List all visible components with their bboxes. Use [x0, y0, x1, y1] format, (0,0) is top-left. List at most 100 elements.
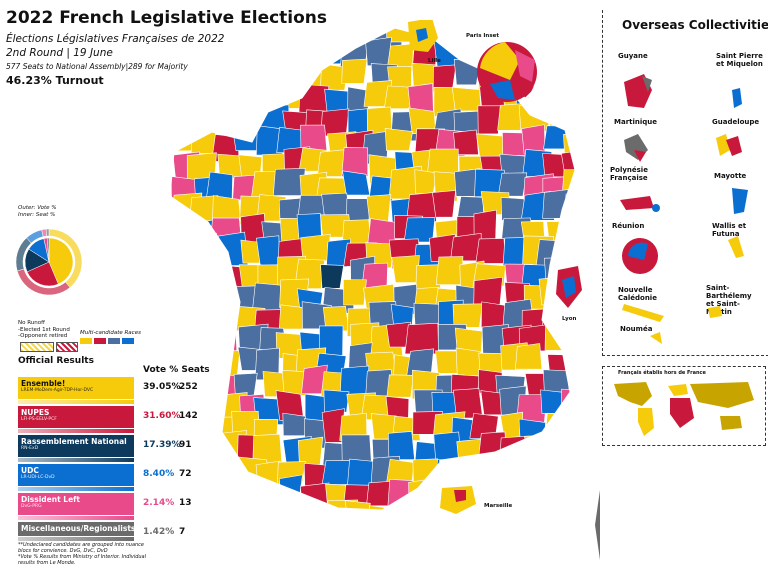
constituency [544, 412, 575, 441]
constituency [170, 499, 199, 510]
party-scale-bar [18, 400, 134, 404]
donut-vote-slice [45, 228, 50, 237]
constituency [171, 476, 206, 509]
constituency [481, 301, 506, 329]
constituency [540, 81, 570, 111]
france-map [170, 20, 600, 560]
abroad-panel [602, 366, 766, 446]
constituency [170, 260, 197, 286]
constituency [233, 28, 261, 51]
constituency [282, 412, 308, 436]
overseas-shapes [620, 74, 748, 344]
overseas-panel [602, 10, 768, 356]
constituency [239, 84, 268, 111]
constituency [232, 482, 261, 510]
donut-inner-label: Inner: Seat % [18, 212, 56, 218]
constituency [343, 279, 367, 306]
overseas-title: Overseas Collectivities [622, 18, 768, 32]
party-vote-pct: 39.05% [143, 382, 181, 392]
constituency [384, 128, 414, 151]
constituency [432, 190, 456, 218]
constituency [240, 39, 274, 70]
constituency [342, 170, 371, 196]
constituency [188, 103, 214, 130]
constituency [275, 38, 311, 70]
constituency [185, 481, 219, 509]
constituency [215, 455, 243, 479]
constituency [386, 374, 414, 398]
constituency [435, 28, 467, 45]
official-results-heading: Official Results [18, 356, 94, 366]
constituency [567, 372, 575, 400]
constituency [502, 452, 527, 485]
constituency [231, 507, 265, 510]
constituency [190, 395, 219, 425]
elected-first-label: -Elected 1st Round [18, 326, 70, 333]
constituency [477, 105, 501, 135]
overseas-territory-label: Saint Pierre et Miquelon [716, 52, 763, 68]
constituency [205, 171, 233, 200]
constituency [192, 28, 218, 48]
constituency [414, 169, 438, 194]
constituency [196, 455, 221, 487]
page-title: 2022 French Legislative Elections [6, 8, 328, 28]
constituency [208, 104, 241, 131]
party-row: Rassemblement National RN-ExD [18, 435, 134, 457]
party-name: Rassemblement National [21, 437, 127, 446]
constituency [215, 480, 246, 507]
overseas-territory-label: Martinique [614, 118, 658, 126]
constituency [213, 81, 242, 105]
constituency [521, 124, 546, 155]
party-row: Ensemble! LREM-MoDem-Agir-TDP-Hor-DVC [18, 377, 134, 399]
party-name: UDC [21, 466, 39, 475]
constituency [499, 435, 530, 465]
overseas-territory-label: Guyane [618, 52, 648, 60]
constituency [297, 28, 329, 46]
constituency [560, 483, 575, 510]
constituency [170, 28, 194, 45]
overseas-territory-label: Nouvelle Calédonie [618, 286, 657, 302]
lille-inset [408, 20, 438, 52]
overseas-territory-label: Wallis et Futuna [712, 222, 747, 238]
constituency [566, 60, 575, 89]
constituency [170, 62, 199, 92]
paris-inset [477, 42, 537, 102]
constituency [185, 63, 214, 89]
constituency [191, 261, 222, 286]
constituency [501, 477, 527, 501]
constituency [281, 501, 310, 510]
constituency [189, 504, 218, 510]
no-runoff-legend: No Runoff -Elected 1st Round -Opponent r… [18, 320, 70, 340]
column-header: Vote % Seats [143, 365, 210, 375]
constituency [322, 28, 351, 52]
party-seats: 13 [179, 498, 192, 508]
lille-label: Lille [428, 58, 441, 64]
party-coalition: LR-UDI-LC-DvD [21, 475, 55, 480]
constituency [192, 370, 225, 401]
world-map [614, 382, 754, 436]
constituency [473, 276, 503, 308]
overseas-territory-label: Nouméa [620, 325, 653, 333]
constituency [216, 350, 241, 378]
constituency [190, 439, 216, 468]
constituency [563, 28, 575, 41]
constituency [513, 482, 548, 510]
constituency [480, 456, 508, 485]
lyon-inset [556, 266, 582, 308]
constituency [542, 189, 570, 219]
constituency [252, 67, 284, 97]
constituency [564, 507, 575, 510]
constituency [170, 415, 194, 442]
constituency [218, 45, 247, 73]
party-coalition: LREM-MoDem-Agir-TDP-Hor-DVC [21, 388, 94, 393]
constituency [344, 500, 371, 510]
constituency [187, 322, 215, 350]
constituency [341, 58, 368, 84]
party-seats: 252 [179, 382, 198, 392]
constituency [193, 80, 221, 106]
round-date: 2nd Round | 19 June [6, 47, 113, 59]
constituency [453, 129, 479, 155]
paris-inset-label: Paris Inset [466, 33, 499, 39]
party-name: Miscellaneous/Regionalists [21, 524, 136, 533]
constituency [567, 39, 575, 71]
